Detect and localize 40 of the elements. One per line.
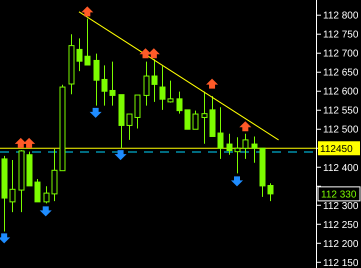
y-tick-label: 112 700 (323, 48, 359, 60)
candlestick (76, 38, 82, 72)
y-tick-label: 112 400 (323, 162, 359, 174)
y-tick-label: 112 300 (323, 200, 359, 212)
candlestick (110, 61, 116, 106)
candlestick (252, 136, 258, 164)
candlestick (160, 66, 166, 110)
candlestick (242, 133, 248, 160)
candlestick (94, 53, 100, 106)
point (90, 108, 102, 118)
candlestick (68, 34, 74, 95)
y-tick-label: 112 150 (323, 258, 359, 268)
candlestick (152, 58, 158, 102)
y-tick-label: 112 600 (323, 86, 359, 98)
y-tick-label: 112 750 (323, 30, 359, 41)
y-tick-label: 112 650 (323, 68, 359, 79)
candlestick (144, 61, 150, 106)
candlestick (218, 106, 224, 160)
y-tick-label: 112 800 (323, 10, 359, 22)
point (206, 78, 218, 89)
y-tick-label: 112 550 (323, 106, 359, 117)
point (140, 48, 152, 58)
candlestick (52, 148, 58, 202)
y-tick-label: 112 500 (323, 124, 359, 136)
candlestick (10, 160, 16, 213)
candlestick (102, 64, 108, 106)
ref-line-label: 112450 (320, 144, 354, 155)
candlestick (234, 136, 240, 174)
point (148, 48, 160, 58)
point (14, 138, 27, 148)
point (81, 6, 94, 16)
point (40, 206, 52, 216)
candlestick (202, 91, 208, 144)
y-tick-label: 112 250 (323, 220, 359, 231)
y-tick-label: 112 200 (323, 238, 359, 250)
point (239, 121, 252, 132)
point (231, 176, 243, 186)
point (114, 150, 127, 160)
annotation: 112 330 (321, 189, 357, 200)
point (23, 138, 36, 148)
